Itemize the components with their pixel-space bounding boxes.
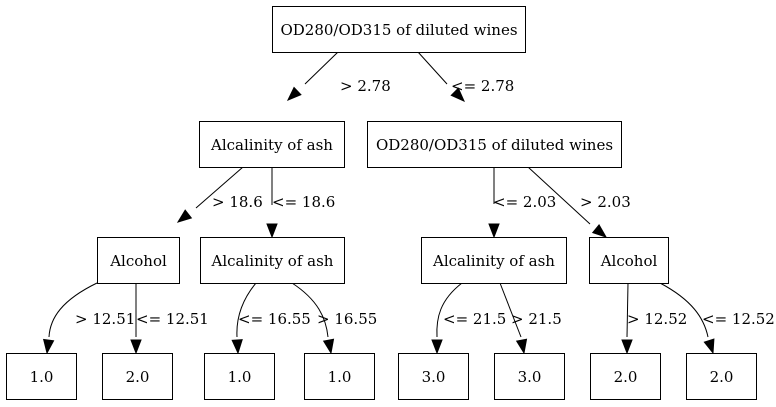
leaf-class-label: 2.0 xyxy=(710,368,734,386)
node-box xyxy=(589,237,669,284)
arrow-head xyxy=(231,339,243,355)
node-box xyxy=(272,6,526,53)
arrow-head xyxy=(322,338,335,355)
edge-line xyxy=(436,282,463,338)
node-box xyxy=(102,353,173,400)
leaf-node: 1.0 xyxy=(304,353,375,400)
edge-line xyxy=(417,51,448,85)
edge-condition-label: > 2.03 xyxy=(580,193,631,211)
tree-edge: > 16.55 xyxy=(291,282,377,355)
leaf-class-label: 2.0 xyxy=(614,368,638,386)
split-feature-label: Alcohol xyxy=(109,252,167,270)
edge-condition-label: <= 12.52 xyxy=(702,310,775,328)
edge-condition-label: <= 18.6 xyxy=(272,193,335,211)
leaf-class-label: 1.0 xyxy=(228,368,252,386)
leaf-class-label: 3.0 xyxy=(422,368,446,386)
edge-line xyxy=(304,51,339,85)
split-feature-label: OD280/OD315 of diluted wines xyxy=(376,136,613,154)
arrow-head xyxy=(431,339,443,355)
split-feature-label: Alcalinity of ash xyxy=(432,252,555,270)
node-box xyxy=(97,237,180,284)
arrow-head xyxy=(130,339,142,355)
leaf-class-label: 2.0 xyxy=(126,368,150,386)
split-node: Alcalinity of ash xyxy=(199,121,345,168)
tree-edge: <= 18.6 xyxy=(266,167,335,239)
leaf-node: 3.0 xyxy=(494,353,565,400)
arrow-head xyxy=(450,87,465,102)
tree-edge: > 12.52 xyxy=(621,282,687,355)
edge-line xyxy=(291,282,329,338)
edge-condition-label: <= 21.5 xyxy=(443,310,506,328)
edge-condition-label: > 18.6 xyxy=(212,193,263,211)
edge-condition-label: <= 16.55 xyxy=(238,310,311,328)
split-node: OD280/OD315 of diluted wines xyxy=(367,121,622,168)
tree-edge: <= 2.03 xyxy=(488,167,556,239)
edge-line xyxy=(48,282,98,338)
tree-edge: <= 12.51 xyxy=(130,283,209,355)
split-feature-label: Alcohol xyxy=(600,252,658,270)
leaf-node: 2.0 xyxy=(686,353,757,400)
arrow-head xyxy=(515,338,528,355)
split-node: OD280/OD315 of diluted wines xyxy=(272,6,526,53)
arrow-head xyxy=(621,339,633,355)
split-node: Alcalinity of ash xyxy=(200,237,345,284)
tree-edge: <= 2.78 xyxy=(417,51,514,102)
node-box xyxy=(494,353,565,400)
tree-edge: <= 12.52 xyxy=(659,282,775,355)
leaf-node: 2.0 xyxy=(590,353,661,400)
split-feature-label: Alcalinity of ash xyxy=(211,252,334,270)
edge-condition-label: > 12.51 xyxy=(75,310,135,328)
tree-edge: <= 21.5 xyxy=(431,282,506,355)
node-box xyxy=(200,237,345,284)
split-feature-label: Alcalinity of ash xyxy=(210,136,333,154)
edge-condition-label: > 16.55 xyxy=(317,310,377,328)
arrow-head xyxy=(488,223,500,239)
node-box xyxy=(686,353,757,400)
node-box xyxy=(398,353,469,400)
leaf-node: 1.0 xyxy=(204,353,275,400)
edge-condition-label: > 12.52 xyxy=(627,310,687,328)
node-box xyxy=(204,353,275,400)
edge-line xyxy=(236,282,257,338)
node-box xyxy=(199,121,345,168)
split-node: Alcohol xyxy=(97,237,180,284)
split-feature-label: OD280/OD315 of diluted wines xyxy=(280,21,517,39)
edge-condition-label: <= 2.78 xyxy=(451,77,514,95)
leaf-class-label: 1.0 xyxy=(30,368,54,386)
node-box xyxy=(304,353,375,400)
tree-edge: > 21.5 xyxy=(499,282,562,355)
tree-edge: > 2.78 xyxy=(286,51,391,101)
node-box xyxy=(590,353,661,400)
leaf-node: 2.0 xyxy=(102,353,173,400)
tree-edge: <= 16.55 xyxy=(231,282,311,355)
tree-edge: > 2.03 xyxy=(527,166,631,238)
arrow-head xyxy=(286,86,302,101)
arrow-head xyxy=(591,224,608,238)
edge-condition-label: <= 2.03 xyxy=(493,193,556,211)
arrow-head xyxy=(42,338,55,355)
edge-line xyxy=(499,282,522,338)
arrow-head xyxy=(266,223,278,239)
arrow-head xyxy=(703,338,715,355)
leaf-node: 1.0 xyxy=(6,353,77,400)
node-box xyxy=(421,237,567,284)
edge-line xyxy=(195,166,244,209)
leaf-class-label: 3.0 xyxy=(518,368,542,386)
node-box xyxy=(6,353,77,400)
node-box xyxy=(367,121,622,168)
tree-edge: > 18.6 xyxy=(176,166,263,223)
tree-edge: > 12.51 xyxy=(42,282,135,355)
leaf-node: 3.0 xyxy=(398,353,469,400)
edge-line xyxy=(527,166,591,225)
leaf-class-label: 1.0 xyxy=(328,368,352,386)
edge-condition-label: > 21.5 xyxy=(511,310,562,328)
split-node: Alcalinity of ash xyxy=(421,237,567,284)
edge-condition-label: <= 12.51 xyxy=(136,310,209,328)
arrow-head xyxy=(176,209,193,223)
edge-line xyxy=(659,282,709,338)
edge-line xyxy=(626,282,629,338)
edge-condition-label: > 2.78 xyxy=(340,77,391,95)
split-node: Alcohol xyxy=(589,237,669,284)
